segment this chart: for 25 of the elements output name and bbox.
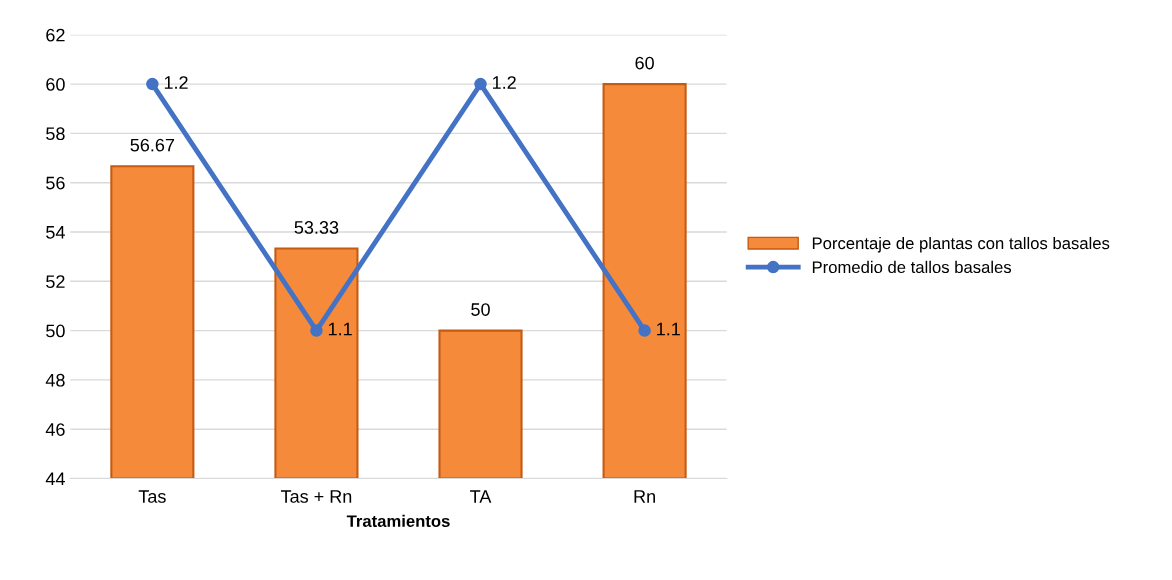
data-label: 1.2 xyxy=(164,76,188,89)
data-label: 53.33 xyxy=(294,221,339,234)
data-label: 60 xyxy=(635,56,654,70)
data-label: 1.2 xyxy=(493,76,516,89)
y-tick-label: 60 xyxy=(46,78,65,91)
y-tick-label: 54 xyxy=(46,226,65,239)
x-tick-label: TA xyxy=(470,490,492,503)
data-label: 50 xyxy=(471,303,490,316)
y-tick-label: 52 xyxy=(46,275,65,289)
x-axis-title: Tratamientos xyxy=(346,514,450,528)
y-tick-label: 58 xyxy=(46,127,65,141)
y-tick-label: 62 xyxy=(46,28,65,42)
x-tick-label: Tas xyxy=(138,490,166,503)
y-tick-label: 50 xyxy=(46,324,65,338)
legend-label: Porcentaje de plantas con tallos basales xyxy=(812,236,1110,253)
data-label: 1.1 xyxy=(657,322,680,336)
y-tick-label: 46 xyxy=(45,423,65,436)
x-tick-label: Rn xyxy=(634,490,655,503)
y-tick-label: 56 xyxy=(46,176,65,190)
y-tick-label: 48 xyxy=(45,373,65,387)
x-tick-label: Tas + Rn xyxy=(280,490,352,503)
data-label: 1.1 xyxy=(328,322,352,336)
data-label: 56.67 xyxy=(130,138,175,152)
y-tick-label: 44 xyxy=(45,472,65,486)
legend-label: Promedio de tallos basales xyxy=(812,260,1012,274)
